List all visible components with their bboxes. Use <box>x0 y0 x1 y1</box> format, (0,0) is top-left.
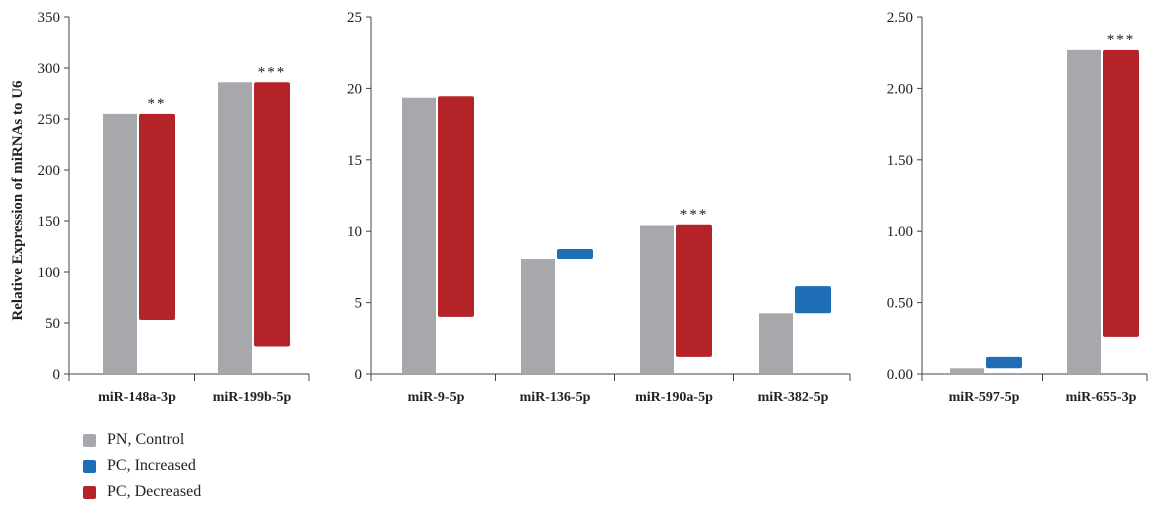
bar-pc-decreased-mir-190a-5p <box>676 224 712 357</box>
legend-swatch-decreased <box>83 485 96 499</box>
legend-item-control: PN, Control <box>83 427 201 453</box>
y-tick-label: 100 <box>38 265 61 281</box>
significance-label-mir-148a-3p: ** <box>148 96 167 112</box>
y-tick-label: 0 <box>53 367 61 383</box>
legend-swatch-increased <box>83 459 96 473</box>
x-category-label-mir-597-5p: miR-597-5p <box>949 390 1020 405</box>
y-tick-label: 5 <box>355 296 363 312</box>
y-tick-label: 0.00 <box>887 367 913 383</box>
y-tick-label: 1.50 <box>887 153 913 169</box>
x-category-label-mir-9-5p: miR-9-5p <box>408 390 465 405</box>
y-tick-label: 20 <box>347 81 362 97</box>
y-tick-label: 150 <box>38 214 61 230</box>
legend-swatch-control <box>83 433 96 447</box>
y-tick-label: 15 <box>347 153 362 169</box>
y-tick-label: 0.50 <box>887 296 913 312</box>
legend-item-decreased: PC, Decreased <box>83 479 201 505</box>
y-tick-label: 250 <box>38 112 61 128</box>
significance-label-mir-199b-5p: *** <box>258 64 287 80</box>
x-category-label-mir-190a-5p: miR-190a-5p <box>635 390 713 405</box>
legend: PN, Control PC, Increased PC, Decreased <box>83 427 201 505</box>
bar-control-mir-136-5p <box>521 259 555 374</box>
x-category-label-mir-199b-5p: miR-199b-5p <box>213 390 292 405</box>
y-tick-label: 200 <box>38 163 61 179</box>
bar-pc-decreased-mir-9-5p <box>438 96 474 317</box>
y-tick-label: 2.50 <box>887 10 913 26</box>
y-tick-label: 300 <box>38 61 61 77</box>
y-tick-label: 50 <box>45 316 60 332</box>
y-tick-label: 10 <box>347 224 362 240</box>
panel-3: 0.00 0.50 1.00 1.50 2.00 2.50 miR-597-5p miR-65… <box>887 10 1148 405</box>
bar-control-mir-148a-3p <box>103 113 137 375</box>
x-category-label-mir-148a-3p: miR-148a-3p <box>98 390 176 405</box>
bar-control-mir-9-5p <box>402 97 436 374</box>
bar-pc-increased-mir-136-5p <box>557 249 593 260</box>
bar-pc-decreased-mir-148a-3p <box>139 113 175 320</box>
legend-label-increased: PC, Increased <box>107 457 196 474</box>
x-category-label-mir-382-5p: miR-382-5p <box>758 390 829 405</box>
y-tick-label: 1.00 <box>887 224 913 240</box>
panel-2: 0 5 10 15 20 25 miR-9-5p miR-136-5p miR-190a-5p m… <box>347 10 851 405</box>
y-tick-label: 350 <box>38 10 61 26</box>
y-tick-label: 0 <box>355 367 363 383</box>
bar-pc-decreased-mir-199b-5p <box>254 82 290 347</box>
legend-label-decreased: PC, Decreased <box>107 483 202 500</box>
significance-label-mir-190a-5p: *** <box>680 207 709 223</box>
x-category-label-mir-136-5p: miR-136-5p <box>520 390 591 405</box>
y-axis-title: Relative Expression of miRNAs to U6 <box>10 80 26 321</box>
legend-item-increased: PC, Increased <box>83 453 201 479</box>
bar-pc-increased-mir-382-5p <box>795 286 831 314</box>
bar-control-mir-655-3p <box>1067 49 1101 375</box>
bar-control-mir-190a-5p <box>640 225 674 374</box>
x-category-label-mir-655-3p: miR-655-3p <box>1066 390 1137 405</box>
bar-control-mir-382-5p <box>759 313 793 374</box>
panel-1: 0 50 100 150 200 250 300 350 miR-148a-3p miR-199b… <box>10 10 310 405</box>
bar-control-mir-199b-5p <box>218 82 252 374</box>
bar-pc-decreased-mir-655-3p <box>1103 49 1139 337</box>
legend-label-control: PN, Control <box>107 431 185 448</box>
y-tick-label: 2.00 <box>887 81 913 97</box>
bar-control-mir-597-5p <box>950 368 984 374</box>
significance-label-mir-655-3p: *** <box>1107 32 1136 48</box>
y-tick-label: 25 <box>347 10 362 26</box>
bar-pc-increased-mir-597-5p <box>986 356 1022 369</box>
